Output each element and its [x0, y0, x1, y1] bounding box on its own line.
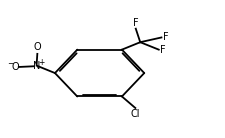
Text: O: O [33, 42, 41, 52]
Text: +: + [38, 58, 45, 67]
Text: Cl: Cl [130, 109, 140, 119]
Text: −: − [7, 59, 13, 68]
Text: N: N [33, 61, 40, 71]
Text: F: F [159, 45, 165, 55]
Text: F: F [132, 18, 138, 28]
Text: F: F [162, 32, 167, 43]
Text: O: O [11, 62, 19, 72]
